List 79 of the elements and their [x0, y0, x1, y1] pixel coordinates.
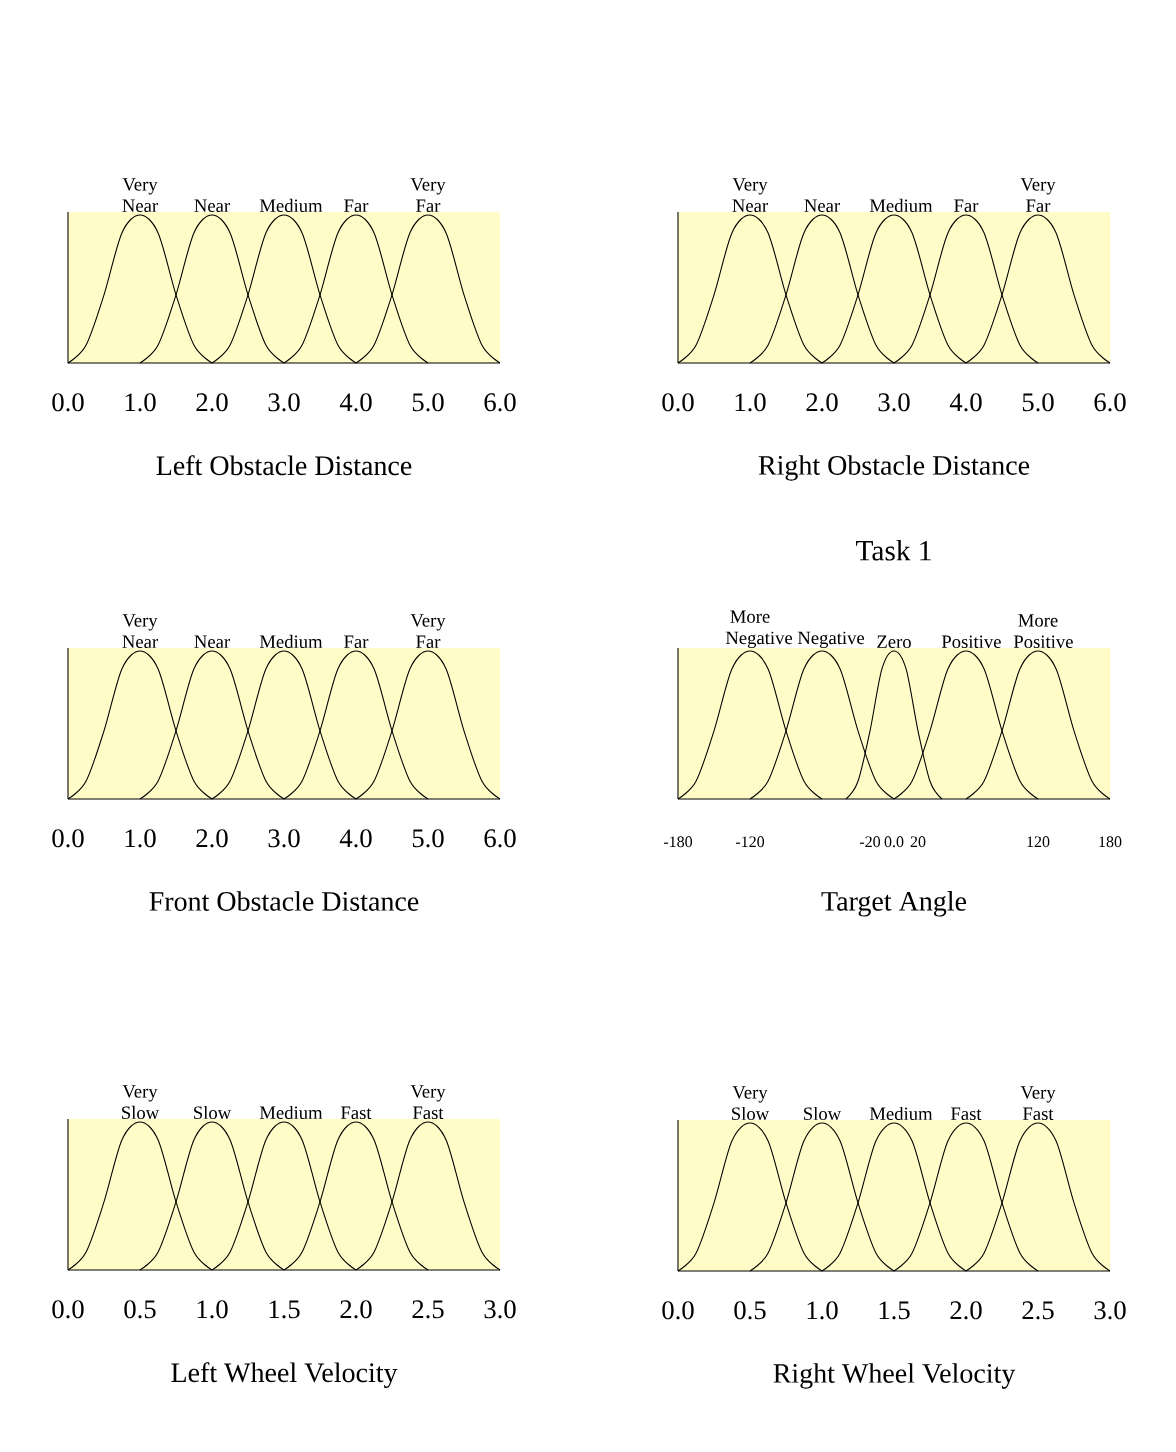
- x-axis-title: Front Obstacle Distance: [149, 891, 419, 911]
- series-label: Far: [344, 635, 369, 649]
- series-label: More Positive: [1013, 614, 1073, 649]
- series-label: Very Near: [122, 178, 158, 213]
- x-tick-label: 2.5: [412, 1300, 444, 1319]
- x-axis-title: Left Wheel Velocity: [171, 1362, 398, 1388]
- x-tick-label: 4.0: [339, 393, 372, 412]
- series-label: Very Far: [410, 178, 446, 213]
- series-label: Slow: [804, 1106, 842, 1121]
- x-tick-label: 1.0: [735, 393, 766, 412]
- x-tick-label: 3.0: [268, 393, 300, 412]
- series-label: Slow: [194, 1105, 232, 1120]
- series-label: Very Slow: [122, 1085, 160, 1120]
- x-tick-label: 6.0: [484, 829, 516, 848]
- series-label: Very Slow: [732, 1086, 770, 1121]
- series-label: Near: [804, 199, 840, 213]
- x-tick-label: 4.0: [339, 829, 372, 848]
- x-tick-label: 0.5: [734, 1301, 766, 1320]
- x-tick-label: 2.0: [196, 829, 228, 848]
- series-label: Negative: [797, 631, 865, 649]
- x-tick-label: 1.0: [807, 1301, 838, 1320]
- series-label: Very Near: [732, 178, 768, 213]
- series-label: Zero: [877, 635, 911, 649]
- series-label: Very Fast: [410, 1085, 446, 1120]
- x-tick-label: 2.0: [806, 393, 838, 412]
- x-tick-label: 1.5: [879, 1301, 910, 1320]
- x-tick-label: -20: [859, 836, 881, 848]
- x-tick-label: 0.0: [52, 829, 84, 848]
- series-label: Near: [194, 199, 230, 213]
- series-label: Medium: [259, 1105, 323, 1120]
- x-tick-label: 3.0: [268, 829, 300, 848]
- x-tick-label: 3.0: [878, 393, 910, 412]
- text: Task 1: [856, 539, 931, 561]
- series-label: Positive: [941, 635, 1001, 649]
- x-tick-label: 2.5: [1022, 1301, 1054, 1320]
- x-tick-label: 0.0: [52, 393, 84, 412]
- x-axis-title: Target Angle: [821, 891, 967, 917]
- x-tick-label: 1.0: [125, 393, 156, 412]
- x-tick-label: 20: [910, 836, 926, 848]
- x-tick-label: 3.0: [484, 1300, 516, 1319]
- x-axis-title: Left Obstacle Distance: [156, 455, 412, 476]
- series-label: Very Far: [410, 614, 446, 649]
- x-tick-label: 1.0: [197, 1300, 228, 1319]
- x-tick-label: 0.0: [52, 1300, 84, 1319]
- x-tick-label: 0.0: [884, 836, 904, 848]
- x-tick-label: 180: [1099, 836, 1122, 848]
- x-tick-label: 6.0: [484, 393, 516, 412]
- x-tick-label: -120: [735, 836, 765, 848]
- series-label: Fast: [340, 1106, 372, 1120]
- series-label: Very Fast: [1020, 1086, 1056, 1121]
- x-axis-title: Right Obstacle Distance: [758, 455, 1030, 481]
- x-tick-label: 5.0: [412, 829, 444, 848]
- x-tick-label: -180: [663, 836, 693, 848]
- x-tick-label: 5.0: [412, 393, 444, 412]
- x-tick-label: 2.0: [340, 1300, 372, 1319]
- series-label: Very Near: [122, 614, 158, 649]
- x-tick-label: 1.5: [269, 1300, 300, 1319]
- x-axis-title: Right Wheel Velocity: [773, 1363, 1016, 1389]
- series-label: More Negative: [725, 610, 793, 649]
- x-tick-label: 2.0: [950, 1301, 982, 1320]
- x-tick-label: 2.0: [196, 393, 228, 412]
- x-tick-label: 1.0: [125, 829, 156, 848]
- series-label: Medium: [869, 1106, 933, 1121]
- x-tick-label: 0.5: [124, 1300, 156, 1319]
- series-label: Far: [954, 199, 979, 213]
- series-label: Fast: [950, 1107, 982, 1121]
- series-label: Far: [344, 199, 369, 213]
- series-label: Very Far: [1020, 178, 1056, 213]
- x-tick-label: 5.0: [1022, 393, 1054, 412]
- x-tick-label: 3.0: [1094, 1301, 1126, 1320]
- x-tick-label: 0.0: [662, 393, 694, 412]
- series-label: Medium: [259, 634, 323, 649]
- x-tick-label: 6.0: [1094, 393, 1126, 412]
- series-label: Medium: [869, 198, 933, 213]
- series-label: Near: [194, 635, 230, 649]
- x-tick-label: 0.0: [662, 1301, 694, 1320]
- x-tick-label: 120: [1027, 836, 1050, 848]
- series-label: Medium: [259, 198, 323, 213]
- x-tick-label: 4.0: [949, 393, 982, 412]
